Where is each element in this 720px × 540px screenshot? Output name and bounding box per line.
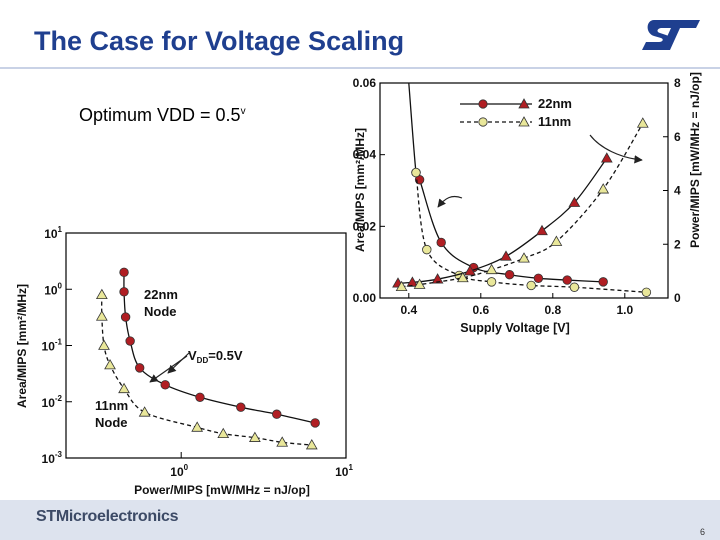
area-power-series-line-11nm bbox=[101, 294, 312, 446]
voltage-point-22nm-left bbox=[598, 277, 608, 287]
legend-circle-11nm bbox=[478, 117, 488, 127]
legend-triangle-11nm bbox=[518, 116, 530, 127]
area-power-point-22nm bbox=[134, 363, 145, 373]
title-divider bbox=[0, 67, 720, 69]
area-power-point-11nm bbox=[248, 431, 261, 442]
voltage-point-22nm-left bbox=[533, 273, 544, 283]
voltage-point-11nm-right bbox=[485, 263, 498, 275]
voltage-point-11nm-right bbox=[518, 252, 530, 263]
left-axis-pointer-arrow bbox=[437, 195, 463, 208]
area-power-y-tick-label: 10-1 bbox=[42, 338, 63, 354]
voltage-point-11nm-left bbox=[526, 280, 536, 291]
area-power-x-tick-label: 101 bbox=[335, 463, 353, 479]
slide-title: The Case for Voltage Scaling bbox=[34, 26, 405, 56]
area-power-y-tick-label: 10-2 bbox=[42, 394, 63, 410]
voltage-x-tick-label: 0.6 bbox=[472, 303, 489, 317]
voltage-point-22nm-right bbox=[500, 250, 512, 261]
area-power-point-11nm bbox=[217, 427, 230, 439]
area-power-point-11nm bbox=[95, 310, 108, 321]
voltage-right-tick-label: 6 bbox=[674, 130, 681, 144]
area-power-point-11nm bbox=[138, 406, 151, 417]
voltage-left-tick-label: 0.06 bbox=[353, 76, 377, 90]
area-power-y-tick-label: 100 bbox=[44, 281, 62, 297]
optimum-vdd-note: Optimum VDD = 0.5v bbox=[79, 105, 246, 125]
voltage-x-tick-label: 0.8 bbox=[544, 303, 561, 317]
voltage-point-11nm-left bbox=[569, 282, 580, 292]
footer-brand: STMicroelectronics bbox=[36, 508, 179, 525]
page-number: 6 bbox=[700, 527, 706, 537]
area-power-point-22nm bbox=[310, 418, 320, 428]
voltage-chart: 0.4 0.6 0.8 1.0 0.00 0.02 0.04 0.06 0 2 4 6 8 Supply… bbox=[353, 72, 702, 335]
voltage-x-axis-label: Supply Voltage [V] bbox=[460, 321, 570, 335]
area-power-point-11nm bbox=[305, 439, 318, 450]
voltage-x-tick-label: 1.0 bbox=[616, 303, 633, 317]
vdd-arrow-to-22nm bbox=[167, 351, 191, 374]
legend-circle-22nm bbox=[478, 99, 488, 109]
voltage-point-11nm-right bbox=[550, 235, 563, 246]
voltage-point-22nm-left bbox=[504, 270, 515, 280]
voltage-right-tick-label: 2 bbox=[674, 237, 681, 251]
area-power-y-axis-label: Area/MIPS [mm²/MHz] bbox=[15, 284, 29, 408]
voltage-point-11nm-right bbox=[413, 278, 426, 289]
voltage-point-11nm-right bbox=[456, 271, 469, 283]
voltage-point-22nm-right bbox=[600, 152, 613, 163]
voltage-right-tick-label: 8 bbox=[674, 76, 681, 90]
footer-bar bbox=[0, 500, 720, 540]
voltage-point-22nm-right bbox=[406, 276, 419, 287]
node-11nm-label: 11nm bbox=[95, 398, 128, 413]
voltage-point-11nm-left bbox=[422, 244, 432, 255]
area-power-point-22nm bbox=[125, 336, 135, 346]
voltage-right-tick-label: 0 bbox=[674, 291, 681, 305]
area-power-point-22nm bbox=[120, 312, 131, 322]
area-power-point-22nm bbox=[160, 380, 170, 390]
voltage-point-11nm-left bbox=[486, 277, 497, 287]
area-power-point-11nm bbox=[118, 382, 130, 394]
voltage-point-22nm-left bbox=[436, 237, 446, 248]
vdd-annotation: VDD=0.5V bbox=[188, 348, 243, 365]
voltage-point-22nm-right bbox=[568, 196, 581, 207]
voltage-legend: 22nm 11nm bbox=[460, 96, 572, 129]
area-power-x-tick-label: 100 bbox=[170, 463, 188, 479]
voltage-point-22nm-left bbox=[562, 275, 572, 285]
voltage-right-axis-label: Power/MIPS [mW/MHz = nJ/op] bbox=[688, 72, 702, 248]
area-power-point-22nm bbox=[119, 267, 129, 278]
area-power-y-tick-label: 101 bbox=[44, 225, 62, 241]
right-axis-pointer-arrow bbox=[589, 134, 643, 164]
area-power-point-11nm bbox=[95, 288, 108, 300]
voltage-right-tick-label: 4 bbox=[674, 184, 681, 198]
area-power-point-22nm bbox=[119, 287, 129, 297]
area-power-point-22nm bbox=[236, 402, 246, 412]
voltage-left-tick-label: 0.04 bbox=[353, 148, 377, 162]
st-logo-icon bbox=[642, 20, 700, 50]
voltage-point-11nm-left bbox=[641, 287, 652, 297]
legend-label-22nm: 22nm bbox=[538, 96, 572, 111]
voltage-point-11nm-right bbox=[395, 280, 408, 292]
area-power-chart: 100 101 101 100 10-1 10-2 10-3 Power/MIPS [mW/… bbox=[15, 225, 353, 497]
area-power-point-22nm bbox=[195, 392, 205, 402]
voltage-point-11nm-right bbox=[597, 183, 610, 194]
legend-triangle-22nm bbox=[518, 98, 530, 109]
area-power-y-tick-label: 10-3 bbox=[42, 450, 63, 466]
area-power-point-11nm bbox=[191, 421, 204, 432]
legend-label-11nm: 11nm bbox=[538, 114, 571, 129]
voltage-x-tick-label: 0.4 bbox=[400, 303, 417, 317]
voltage-point-22nm-right bbox=[431, 273, 444, 284]
node-11nm-sublabel: Node bbox=[95, 415, 128, 430]
area-power-point-11nm bbox=[104, 359, 116, 370]
node-22nm-sublabel: Node bbox=[144, 304, 177, 319]
voltage-left-axis-label: Area/MIPS [mm²/MHz] bbox=[353, 128, 367, 252]
voltage-left-tick-label: 0.02 bbox=[353, 219, 377, 233]
area-power-point-11nm bbox=[98, 339, 110, 350]
voltage-point-22nm-right bbox=[536, 224, 548, 236]
node-22nm-label: 22nm bbox=[144, 287, 178, 302]
voltage-left-tick-label: 0.00 bbox=[353, 291, 377, 305]
area-power-x-axis-label: Power/MIPS [mW/MHz = nJ/op] bbox=[134, 483, 310, 497]
voltage-point-11nm-left bbox=[411, 167, 421, 178]
voltage-point-22nm-right bbox=[464, 265, 476, 276]
area-power-point-22nm bbox=[272, 409, 282, 419]
voltage-point-11nm-right bbox=[636, 117, 649, 128]
area-power-point-11nm bbox=[276, 436, 289, 447]
